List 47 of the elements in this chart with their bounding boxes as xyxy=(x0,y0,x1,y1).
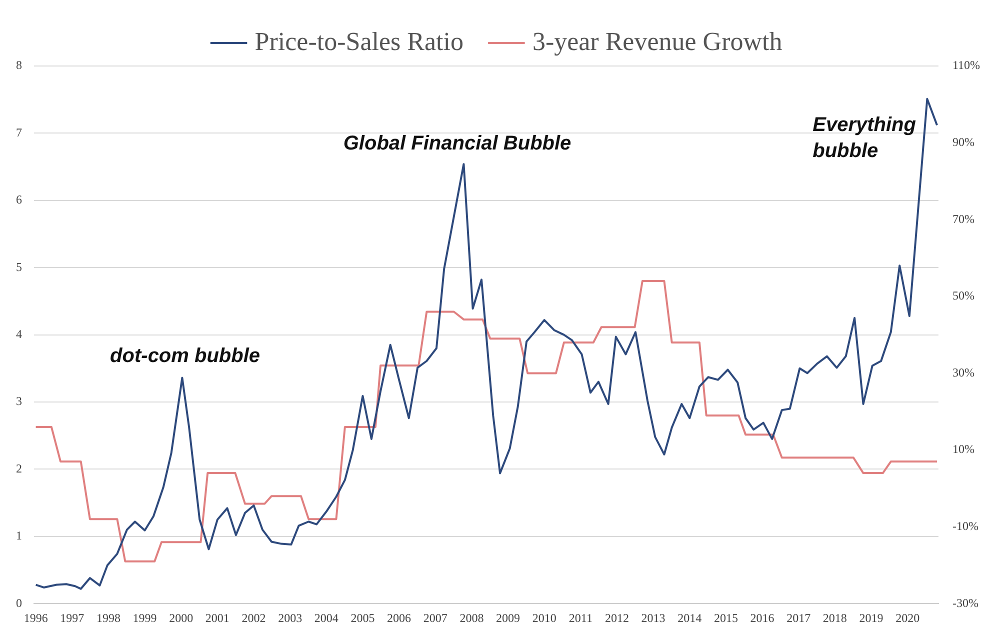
y2-tick-label: 90% xyxy=(952,134,974,149)
y-tick-label: 3 xyxy=(16,394,22,408)
x-tick-label: 2013 xyxy=(641,610,666,625)
legend-label: Price-to-Sales Ratio xyxy=(254,26,464,56)
x-tick-label: 2017 xyxy=(786,610,811,625)
y2-tick-label: 10% xyxy=(952,442,974,456)
x-tick-label: 2010 xyxy=(532,610,556,625)
x-tick-label: 1999 xyxy=(132,610,157,625)
y-tick-label: 8 xyxy=(16,58,22,72)
y2-tick-label: -30% xyxy=(952,596,978,610)
x-tick-label: 2016 xyxy=(750,610,774,625)
x-tick-label: 2006 xyxy=(387,610,412,625)
x-tick-label: 2020 xyxy=(896,610,920,625)
y2-tick-label: 30% xyxy=(952,365,974,380)
x-tick-label: 1998 xyxy=(96,610,120,625)
annotation: Global Financial Bubble xyxy=(343,132,572,154)
x-tick-label: 2007 xyxy=(423,610,448,625)
annotation: Everything bubble xyxy=(812,114,916,162)
x-tick-label: 2005 xyxy=(350,610,375,625)
y2-tick-label: -10% xyxy=(952,518,978,533)
y2-tick-label: 110% xyxy=(952,58,980,72)
x-tick-label: 2014 xyxy=(678,610,702,625)
x-tick-label: 2015 xyxy=(714,610,738,625)
x-tick-label: 2002 xyxy=(242,610,266,625)
y2-tick-label: 70% xyxy=(952,212,974,226)
annotation: dot-com bubble xyxy=(110,344,260,367)
x-tick-label: 2008 xyxy=(460,610,484,625)
y-tick-label: 5 xyxy=(16,260,22,274)
y-tick-label: 7 xyxy=(16,125,22,140)
x-tick-label: 2003 xyxy=(278,610,302,625)
x-tick-label: 2001 xyxy=(205,610,230,625)
x-tick-label: 2018 xyxy=(822,610,847,625)
x-tick-label: 1996 xyxy=(24,610,48,625)
x-tick-label: 2011 xyxy=(568,610,592,625)
y-tick-label: 1 xyxy=(16,528,22,543)
legend-label: 3-year Revenue Growth xyxy=(532,26,782,56)
y2-tick-label: 50% xyxy=(952,288,974,303)
y-tick-label: 6 xyxy=(16,192,22,207)
y-tick-label: 0 xyxy=(16,596,22,610)
x-tick-label: 2004 xyxy=(314,610,338,625)
x-tick-label: 1997 xyxy=(60,610,84,625)
x-tick-label: 2000 xyxy=(169,610,194,625)
x-tick-label: 2012 xyxy=(604,610,629,625)
y-tick-label: 4 xyxy=(16,326,22,341)
y-tick-label: 2 xyxy=(16,461,22,476)
x-tick-label: 2019 xyxy=(859,610,884,625)
x-tick-label: 2009 xyxy=(496,610,520,625)
